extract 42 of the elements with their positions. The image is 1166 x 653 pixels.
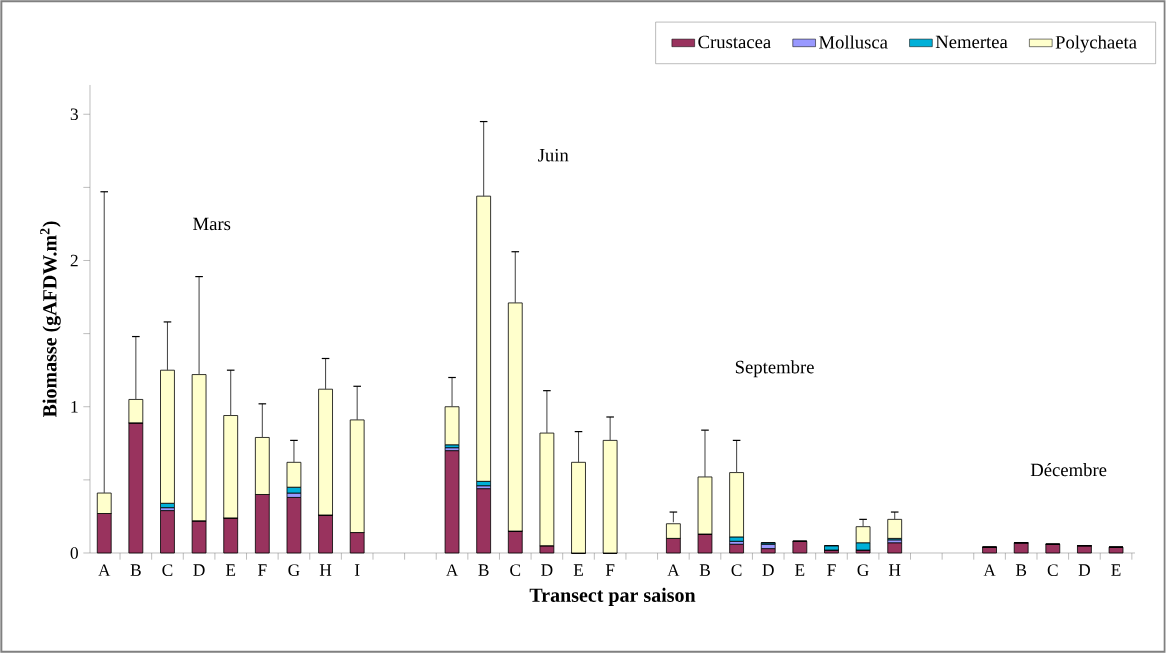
x-tick-label: A (98, 564, 111, 576)
x-tick-label: C (162, 564, 173, 577)
x-tick-label: E (225, 564, 236, 576)
x-tick-label: D (1078, 564, 1090, 576)
x-tick-label: E (573, 564, 583, 576)
x-tick-label: C (510, 564, 521, 577)
x-tick-label: D (541, 564, 553, 576)
legend-label: Polychaeta (1055, 35, 1137, 53)
x-tick-label: A (667, 564, 680, 576)
annotation: Septembre (735, 360, 814, 378)
x-tick-label: C (1047, 564, 1058, 577)
x-tick-label: G (857, 564, 869, 577)
x-tick-label: A (983, 564, 996, 576)
x-tick-label: B (130, 564, 141, 576)
x-tick-label: A (445, 564, 459, 576)
x-tick-label: E (795, 564, 805, 576)
x-tick-label: I (354, 564, 360, 576)
legend-label: Crustacea (698, 35, 771, 49)
x-tick-label: H (888, 564, 901, 576)
annotation: Décembre (1030, 463, 1107, 477)
x-tick-label: B (1015, 564, 1027, 576)
x-tick-label: F (258, 564, 267, 576)
x-tick-label: G (288, 564, 300, 577)
annotation: Juin (538, 148, 569, 162)
x-tick-label: F (605, 564, 615, 576)
y-tick-label: 1 (71, 401, 78, 413)
x-tick-label: E (1111, 564, 1121, 576)
x-tick-label: C (731, 564, 742, 577)
x-tick-label: F (827, 564, 836, 576)
y-tick-label: 2 (70, 254, 78, 267)
x-tick-label: B (478, 564, 489, 576)
x-tick-label: D (762, 564, 774, 576)
legend-label: Mollusca (819, 35, 888, 49)
x-tick-label: D (193, 564, 205, 576)
y-tick-label: 0 (70, 547, 78, 559)
y-axis-title: Biomasse (gAFDW.m$^{2}$) (40, 221, 61, 418)
x-tick-label: B (699, 564, 710, 576)
y-tick-label: 3 (70, 108, 78, 121)
x-tick-label: H (319, 564, 332, 576)
x-axis-title: Transect par saison (529, 587, 696, 606)
legend-label: Nemertea (935, 35, 1008, 49)
annotation: Mars (193, 217, 231, 231)
